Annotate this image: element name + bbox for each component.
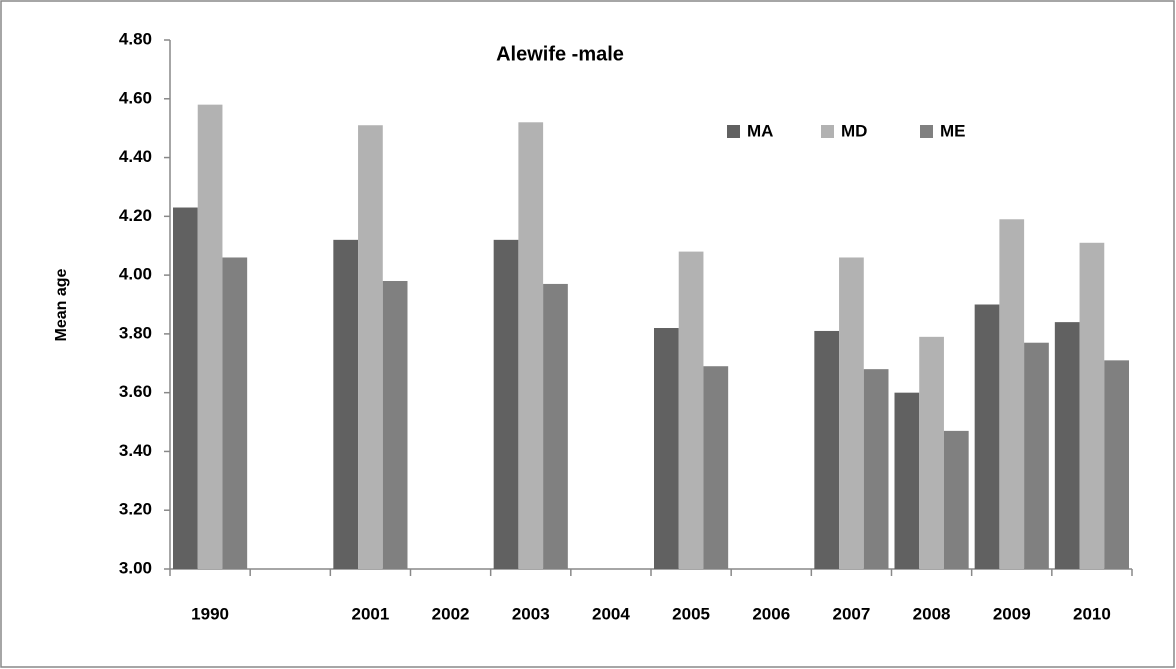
bar [943, 430, 969, 569]
bar [543, 283, 568, 569]
bar [1054, 322, 1080, 569]
bar [863, 369, 889, 569]
x-tick-label: 2009 [993, 604, 1031, 623]
bar [518, 122, 544, 570]
bar [894, 392, 920, 569]
y-tick-label: 3.20 [119, 500, 152, 519]
y-tick-label: 4.40 [119, 147, 152, 166]
bar [703, 366, 729, 569]
x-tick-label: 2003 [512, 604, 550, 623]
bar [999, 219, 1025, 569]
bar [382, 280, 408, 569]
x-tick-label: 2004 [592, 604, 630, 623]
x-tick-label: 1990 [191, 604, 229, 623]
chart-title: Alewife -male [496, 43, 624, 65]
x-tick-label: 2001 [352, 604, 390, 623]
x-tick-label: 2005 [672, 604, 710, 623]
bar [1024, 342, 1049, 569]
y-tick-label: 3.00 [119, 558, 152, 577]
y-tick-label: 4.00 [119, 265, 152, 284]
legend-label: MA [747, 121, 773, 140]
y-tick-label: 3.40 [119, 441, 152, 460]
legend-label: ME [940, 121, 966, 140]
y-tick-label: 4.20 [119, 206, 152, 225]
bar [173, 207, 198, 569]
bar [919, 336, 944, 569]
x-tick-label: 2002 [432, 604, 470, 623]
y-tick-label: 4.80 [119, 29, 152, 48]
y-tick-label: 3.60 [119, 382, 152, 401]
bar [814, 330, 840, 569]
x-tick-label: 2007 [833, 604, 871, 623]
bar [1104, 360, 1129, 569]
x-tick-label: 2010 [1073, 604, 1111, 623]
bar [493, 239, 519, 569]
bar [333, 239, 359, 569]
legend-label: MD [841, 121, 867, 140]
legend-swatch [727, 125, 740, 138]
bar [358, 125, 383, 569]
bar [222, 257, 248, 569]
x-tick-label: 2006 [752, 604, 790, 623]
bar [197, 104, 223, 570]
y-tick-label: 3.80 [119, 323, 152, 342]
y-axis-label: Mean age [53, 268, 70, 341]
bar [678, 251, 704, 569]
legend-swatch [821, 125, 834, 138]
bar [1079, 242, 1105, 570]
bar [974, 304, 1000, 569]
legend-swatch [920, 125, 933, 138]
bar [654, 328, 679, 569]
bar [839, 257, 864, 569]
y-tick-label: 4.60 [119, 88, 152, 107]
x-tick-label: 2008 [913, 604, 951, 623]
